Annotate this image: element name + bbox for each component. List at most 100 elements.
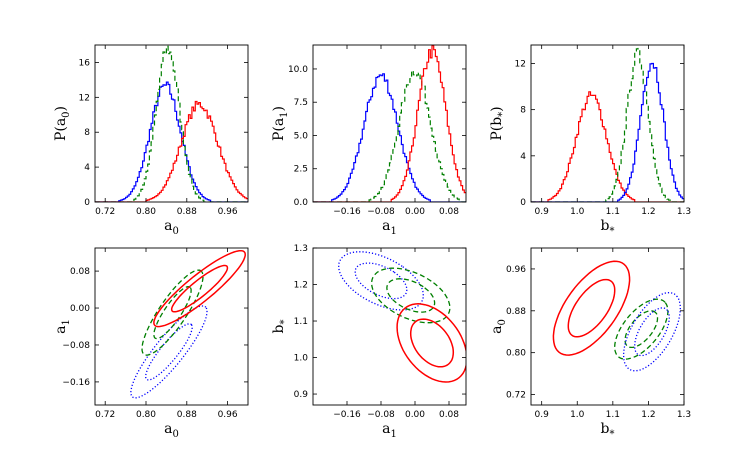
p6-xlabel: b* xyxy=(601,421,615,440)
p5-ytick-label: 1.1 xyxy=(294,317,308,327)
p5-axes-frame xyxy=(312,247,467,406)
p5-xtick-label: 0.00 xyxy=(405,410,425,420)
p3-data xyxy=(531,47,684,202)
p6-ytick-label: 0.72 xyxy=(506,391,526,401)
p1-xtick-label: 0.80 xyxy=(136,207,156,217)
p5-xtick-label: −0.16 xyxy=(333,410,361,420)
p3-ytick-label: 12 xyxy=(515,59,526,69)
contour-red-1sigma-p5 xyxy=(409,318,455,368)
p2-ytick-label: 2.5 xyxy=(294,165,308,175)
p6-xtick-label: 1.3 xyxy=(677,410,691,420)
p1-axes-frame xyxy=(94,44,249,203)
p1-ytick-label: 16 xyxy=(79,58,91,68)
series-green-p3 xyxy=(531,47,684,202)
contour-green-2sigma-p6 xyxy=(614,298,669,360)
p2-xtick-label: 0.08 xyxy=(439,207,459,217)
p4-data xyxy=(130,249,246,399)
p5-ytick-label: 1.0 xyxy=(294,354,309,364)
panel-p6: 0.9 1.0 1.1 1.2 1.3 0.72 0.80 0.88 0.96 b* a0 xyxy=(489,247,691,440)
p2-xtick-label: −0.08 xyxy=(367,207,395,217)
series-red-p3 xyxy=(531,91,684,202)
p1-data xyxy=(95,45,248,202)
p4-xtick-label: 0.80 xyxy=(136,410,156,420)
p2-xtick-label: 0.00 xyxy=(405,207,425,217)
p1-ytick-label: 4 xyxy=(84,163,90,173)
p2-ytick-label: 10.0 xyxy=(288,65,308,75)
p5-ytick-label: 1.3 xyxy=(294,244,308,254)
p6-ytick-label: 0.88 xyxy=(506,307,526,317)
p2-xtick-label: −0.16 xyxy=(333,207,361,217)
p3-xtick-label: 1.2 xyxy=(641,207,655,217)
contour-blue-1sigma-p5 xyxy=(354,262,408,300)
panel-p5: −0.16 −0.08 0.00 0.08 0.9 1.0 1.1 1.2 1.3 a1 b* xyxy=(271,244,467,440)
series-red-p2 xyxy=(313,45,466,202)
panel-p1: 0.72 0.80 0.88 0.96 0 4 8 12 16 a0 P(a0) xyxy=(53,44,249,237)
p4-axes-frame xyxy=(94,247,249,406)
p2-ytick-label: 0.0 xyxy=(294,198,309,208)
p5-xtick-label: −0.08 xyxy=(367,410,395,420)
contour-blue-2sigma-p6 xyxy=(622,292,681,372)
series-green-p2 xyxy=(313,70,466,202)
contour-red-2sigma-p5 xyxy=(396,303,466,383)
p3-axes-frame xyxy=(530,44,685,203)
series-blue-p2 xyxy=(313,73,466,202)
panel-p2: −0.16 −0.08 0.00 0.08 0.0 2.5 5.0 7.5 10.0 a1 P(a1… xyxy=(271,44,467,237)
p6-xtick-label: 1.2 xyxy=(641,410,655,420)
panel-p4: 0.72 0.80 0.88 0.96 −0.16 −0.08 0.00 0.08 a0 a1 xyxy=(53,247,249,440)
p6-ytick-label: 0.80 xyxy=(506,349,526,359)
p4-xtick-label: 0.96 xyxy=(218,410,238,420)
series-blue-p3 xyxy=(531,62,684,202)
p6-axes-frame xyxy=(530,247,685,406)
p6-xtick-label: 1.1 xyxy=(606,410,620,420)
p6-xtick-label: 0.9 xyxy=(535,410,550,420)
p1-xlabel: a0 xyxy=(164,218,179,237)
p3-xtick-label: 0.9 xyxy=(535,207,550,217)
p4-ytick-label: 0.00 xyxy=(70,304,90,314)
p4-ytick-label: −0.16 xyxy=(62,378,90,388)
p1-xtick-label: 0.96 xyxy=(218,207,238,217)
p5-xtick-label: 0.08 xyxy=(439,410,459,420)
p6-data xyxy=(552,260,681,372)
p6-xtick-label: 1.0 xyxy=(570,410,585,420)
series-red-p1 xyxy=(95,100,248,202)
p1-xtick-label: 0.88 xyxy=(177,207,197,217)
p2-ytick-label: 7.5 xyxy=(294,98,308,108)
p5-data xyxy=(338,251,466,383)
p1-xtick-label: 0.72 xyxy=(95,207,115,217)
contour-green-1sigma-p6 xyxy=(624,310,659,349)
p5-xlabel: a1 xyxy=(382,421,397,440)
p3-xtick-label: 1.3 xyxy=(677,207,691,217)
p2-ytick-label: 5.0 xyxy=(294,131,309,141)
contour-green-1sigma-p5 xyxy=(386,278,436,313)
p1-ytick-label: 12 xyxy=(79,93,90,103)
p6-ylabel: a0 xyxy=(489,319,508,334)
contour-green-2sigma-p5 xyxy=(370,267,451,324)
p3-xtick-label: 1.1 xyxy=(606,207,620,217)
p2-xlabel: a1 xyxy=(382,218,397,237)
p5-ytick-label: 0.9 xyxy=(294,390,309,400)
panel-p3: 0.9 1.0 1.1 1.2 1.3 0 4 8 12 b* P(b*) xyxy=(489,44,691,237)
contour-red-2sigma-p4 xyxy=(153,249,246,328)
p2-axes-frame xyxy=(312,44,467,203)
p4-xtick-label: 0.72 xyxy=(95,410,115,420)
contour-blue-1sigma-p4 xyxy=(145,323,193,381)
series-green-p1 xyxy=(95,45,248,202)
p4-ylabel: a1 xyxy=(53,319,72,334)
p4-xlabel: a0 xyxy=(164,421,179,440)
contour-green-1sigma-p4 xyxy=(153,286,192,340)
contour-red-2sigma-p6 xyxy=(552,260,631,356)
p5-ytick-label: 1.2 xyxy=(294,281,308,291)
p2-ylabel: P(a1) xyxy=(271,106,290,141)
p3-ylabel: P(b*) xyxy=(489,106,508,140)
p4-xtick-label: 0.88 xyxy=(177,410,197,420)
p3-ytick-label: 4 xyxy=(520,152,526,162)
p1-ytick-label: 8 xyxy=(84,128,90,138)
series-blue-p1 xyxy=(95,81,248,202)
p3-xlabel: b* xyxy=(601,218,615,237)
p2-data xyxy=(313,45,466,202)
p3-xtick-label: 1.0 xyxy=(570,207,585,217)
p5-ylabel: b* xyxy=(271,320,290,334)
contour-red-1sigma-p6 xyxy=(567,278,616,338)
p4-ytick-label: 0.08 xyxy=(70,267,90,277)
